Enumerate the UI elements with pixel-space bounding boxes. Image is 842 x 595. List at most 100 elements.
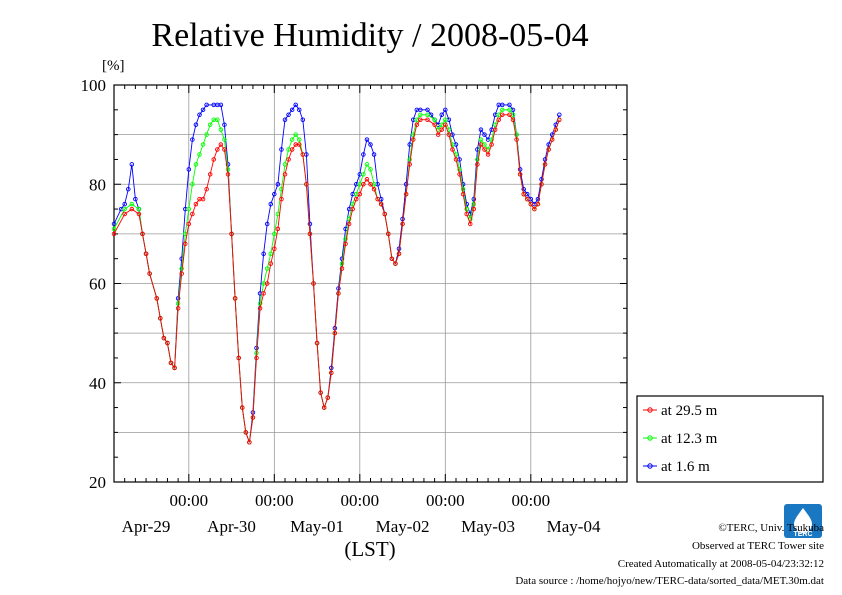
data-point bbox=[286, 112, 291, 118]
data-point bbox=[111, 221, 117, 227]
data-point bbox=[204, 102, 209, 108]
data-point bbox=[407, 157, 412, 162]
y-tick-label: 20 bbox=[89, 473, 106, 492]
data-point bbox=[329, 370, 334, 376]
series-line bbox=[113, 114, 560, 443]
data-point bbox=[286, 157, 291, 162]
data-point bbox=[339, 261, 345, 266]
data-point bbox=[475, 162, 480, 167]
data-point bbox=[539, 177, 544, 182]
chart-title: Relative Humidity / 2008-05-04 bbox=[151, 17, 588, 54]
data-point bbox=[254, 355, 259, 361]
data-point bbox=[300, 117, 306, 122]
data-point bbox=[378, 201, 384, 207]
data-point bbox=[364, 137, 370, 142]
data-point bbox=[129, 162, 135, 167]
x-time-label: 00:00 bbox=[169, 491, 208, 510]
data-point bbox=[140, 231, 145, 237]
data-point bbox=[236, 355, 241, 361]
data-point bbox=[435, 132, 441, 137]
data-point bbox=[400, 221, 405, 227]
data-point bbox=[158, 315, 163, 321]
data-point bbox=[279, 147, 284, 152]
data-point bbox=[307, 231, 313, 237]
data-point bbox=[297, 142, 302, 147]
data-point bbox=[232, 296, 238, 301]
data-point bbox=[207, 122, 213, 127]
x-time-label: 00:00 bbox=[426, 491, 465, 510]
data-point bbox=[382, 211, 388, 217]
x-date-label: May-01 bbox=[290, 517, 344, 536]
y-unit-label: [%] bbox=[102, 58, 125, 74]
data-point bbox=[122, 211, 127, 217]
x-axis-label: (LST) bbox=[344, 537, 395, 561]
data-point bbox=[272, 246, 277, 252]
data-point bbox=[264, 281, 270, 286]
data-point bbox=[450, 142, 455, 147]
data-point bbox=[200, 142, 206, 147]
legend-label: at 12.3 m bbox=[661, 431, 718, 447]
data-point bbox=[457, 167, 462, 172]
data-point bbox=[478, 137, 484, 142]
data-point bbox=[275, 181, 281, 187]
data-point bbox=[293, 132, 298, 137]
data-point bbox=[471, 206, 477, 212]
data-point bbox=[111, 231, 117, 237]
data-point bbox=[346, 221, 352, 227]
data-point bbox=[122, 206, 127, 212]
footer-created: Created Automatically at 2008-05-04/23:3… bbox=[618, 558, 824, 570]
data-point bbox=[282, 117, 288, 122]
legend-label: at 29.5 m bbox=[661, 403, 718, 419]
data-point bbox=[186, 221, 192, 227]
data-point bbox=[190, 211, 195, 217]
data-point bbox=[443, 122, 448, 127]
data-point bbox=[268, 251, 274, 256]
data-point bbox=[521, 191, 526, 197]
x-date-label: May-02 bbox=[376, 517, 430, 536]
logo-text: TERC bbox=[793, 531, 812, 538]
data-point bbox=[439, 127, 445, 132]
data-point bbox=[297, 137, 302, 142]
data-point bbox=[272, 231, 277, 237]
data-point bbox=[257, 306, 263, 311]
data-point bbox=[289, 137, 295, 142]
data-point bbox=[247, 440, 252, 445]
data-point bbox=[268, 201, 274, 207]
legend-box bbox=[636, 395, 824, 483]
data-point bbox=[425, 107, 430, 113]
data-point bbox=[343, 236, 348, 242]
data-point bbox=[190, 137, 195, 142]
data-point bbox=[489, 142, 494, 147]
data-point bbox=[553, 127, 559, 132]
data-point bbox=[496, 117, 502, 122]
data-point bbox=[539, 181, 544, 187]
data-point bbox=[492, 127, 498, 132]
data-point bbox=[239, 405, 245, 410]
data-point bbox=[297, 107, 302, 113]
data-point bbox=[289, 147, 295, 152]
data-point bbox=[215, 147, 220, 152]
data-point bbox=[354, 196, 359, 202]
data-point bbox=[175, 306, 181, 311]
footer-source: Data source : /home/hojyo/new/TERC-data/… bbox=[515, 575, 824, 587]
data-point bbox=[186, 206, 192, 212]
data-point bbox=[136, 206, 142, 212]
data-point bbox=[321, 405, 327, 410]
data-point bbox=[478, 142, 484, 147]
data-point bbox=[542, 162, 548, 167]
data-point bbox=[364, 162, 370, 167]
data-point bbox=[418, 117, 423, 122]
data-point bbox=[542, 157, 548, 162]
data-point bbox=[514, 132, 519, 137]
data-point bbox=[143, 251, 149, 256]
data-point bbox=[222, 122, 227, 127]
footer-copyright: ©TERC, Univ. Tsukuba bbox=[718, 522, 824, 534]
data-point bbox=[396, 251, 402, 256]
data-point bbox=[336, 291, 341, 296]
data-point bbox=[489, 137, 494, 142]
x-date-label: May-04 bbox=[547, 517, 601, 536]
data-point bbox=[500, 102, 505, 108]
data-point bbox=[432, 122, 437, 127]
x-date-label: Apr-29 bbox=[122, 517, 171, 536]
data-point bbox=[425, 117, 430, 122]
